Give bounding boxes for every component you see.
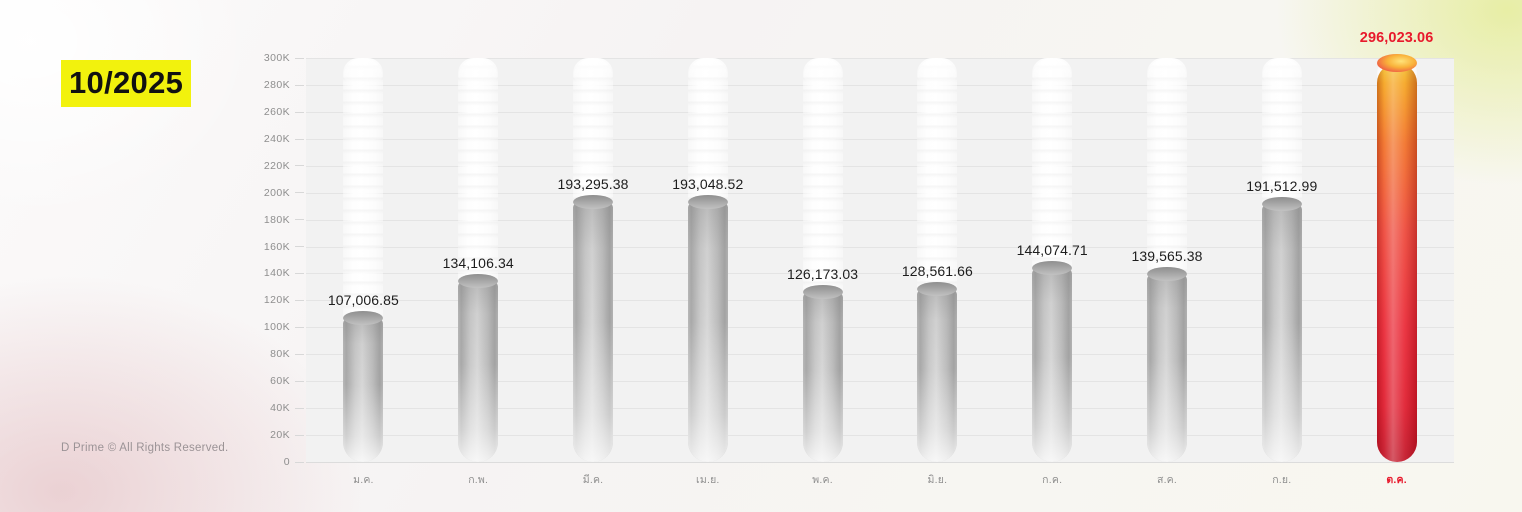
period-badge: 10/2025 bbox=[61, 60, 192, 107]
y-axis-tick-label: 180K bbox=[264, 214, 304, 226]
bar-value-label: 144,074.71 bbox=[1016, 241, 1088, 258]
bar-slot[interactable] bbox=[1339, 54, 1454, 462]
bar-slot[interactable] bbox=[1224, 58, 1339, 462]
bar-highlight[interactable] bbox=[1376, 54, 1417, 462]
y-axis-tick-label: 20K bbox=[270, 429, 304, 441]
y-axis-tick-label: 160K bbox=[264, 241, 304, 253]
bar-cap bbox=[1032, 260, 1073, 275]
bar[interactable] bbox=[343, 310, 384, 462]
bar-chart: 300K 280K 260K 240K 220K 200K 180K 160K 140K 120K… bbox=[261, 8, 1461, 504]
y-axis-tick-label: 300K bbox=[264, 52, 304, 64]
bar[interactable] bbox=[572, 194, 613, 462]
bar-shading bbox=[572, 201, 613, 462]
bar-value-label: 128,561.66 bbox=[901, 262, 973, 279]
bar-shading bbox=[1376, 63, 1417, 462]
bar-shading bbox=[687, 202, 728, 462]
bar-value-label: 107,006.85 bbox=[327, 291, 399, 308]
y-axis-tick-label: 40K bbox=[270, 402, 304, 414]
y-axis-tick-label: 120K bbox=[264, 294, 304, 306]
bar-cap bbox=[1146, 267, 1187, 282]
bar-value-label: 134,106.34 bbox=[442, 255, 514, 272]
bar-slot[interactable] bbox=[536, 58, 651, 462]
x-axis-tick-label: เม.ย. bbox=[696, 474, 720, 486]
bar-value-label: 191,512.99 bbox=[1246, 178, 1318, 195]
bar-shading bbox=[1032, 267, 1073, 462]
bar-value-label-highlight: 296,023.06 bbox=[1359, 30, 1434, 46]
bar-cap bbox=[687, 195, 728, 210]
bar[interactable] bbox=[802, 285, 843, 462]
bar-shading bbox=[802, 292, 843, 462]
bar-slot[interactable] bbox=[1110, 58, 1225, 462]
y-axis-tick-label: 0 bbox=[284, 456, 304, 468]
bar-value-label: 193,048.52 bbox=[672, 176, 744, 193]
bar[interactable] bbox=[1261, 197, 1302, 462]
bar-shading bbox=[917, 288, 958, 462]
bar[interactable] bbox=[458, 274, 499, 462]
x-axis-tick-label: ต.ค. bbox=[1386, 474, 1407, 486]
x-axis-tick-label: ก.ย. bbox=[1272, 474, 1292, 486]
bar-cap bbox=[1376, 54, 1417, 73]
bar[interactable] bbox=[687, 195, 728, 462]
x-axis-tick-label: ม.ค. bbox=[353, 474, 374, 486]
bar-cap bbox=[572, 194, 613, 209]
y-axis-tick-label: 200K bbox=[264, 187, 304, 199]
plot-area: 107,006.85 134,106.34 193,295.38 193,048.52… bbox=[306, 30, 1454, 463]
x-axis-tick-label: มิ.ย. bbox=[927, 474, 948, 486]
bar-shading bbox=[1146, 274, 1187, 462]
gridline bbox=[306, 462, 1454, 463]
bar-cap bbox=[1261, 197, 1302, 212]
bar-cap bbox=[458, 274, 499, 289]
bar-value-label: 139,565.38 bbox=[1131, 248, 1203, 265]
bar[interactable] bbox=[1032, 260, 1073, 462]
bar-slot[interactable] bbox=[650, 58, 765, 462]
y-axis-tick-label: 280K bbox=[264, 79, 304, 91]
footer-copyright: D Prime © All Rights Reserved. bbox=[61, 442, 229, 454]
x-axis-ticks: ม.ค. ก.พ. มี.ค. เม.ย. พ.ค. มิ.ย. ก.ค. ส.ค. ก.ย. ต… bbox=[306, 471, 1454, 495]
x-axis-tick-label: พ.ค. bbox=[812, 474, 833, 486]
y-axis-tick-label: 100K bbox=[264, 321, 304, 333]
bar-slot[interactable] bbox=[765, 58, 880, 462]
y-axis-tick-label: 260K bbox=[264, 106, 304, 118]
bar-cap bbox=[343, 310, 384, 325]
period-title: 10/2025 bbox=[61, 60, 192, 107]
bar-slot[interactable] bbox=[995, 58, 1110, 462]
y-axis-ticks: 300K 280K 260K 240K 220K 200K 180K 160K 140K 120K… bbox=[261, 52, 304, 468]
bar-value-label: 126,173.03 bbox=[787, 266, 859, 283]
x-axis-tick-label: มี.ค. bbox=[582, 474, 604, 486]
y-axis-tick-label: 80K bbox=[270, 348, 304, 360]
bar-slot[interactable] bbox=[880, 58, 995, 462]
y-axis-tick-label: 140K bbox=[264, 267, 304, 279]
bar-slot[interactable] bbox=[306, 58, 421, 462]
bar-shading bbox=[458, 281, 499, 462]
y-axis-tick-label: 240K bbox=[264, 133, 304, 145]
bar-value-label: 193,295.38 bbox=[557, 175, 629, 192]
x-axis-tick-label: ก.ค. bbox=[1042, 474, 1063, 486]
bar-slot[interactable] bbox=[421, 58, 536, 462]
x-axis-tick-label: ส.ค. bbox=[1156, 474, 1178, 486]
y-axis-tick-label: 220K bbox=[264, 160, 304, 172]
y-axis-tick-label: 60K bbox=[270, 375, 304, 387]
bar-cap bbox=[917, 281, 958, 296]
bar-shading bbox=[343, 317, 384, 462]
bar-shading bbox=[1261, 204, 1302, 462]
bar-series: 107,006.85 134,106.34 193,295.38 193,048.52… bbox=[306, 30, 1454, 462]
bar-cap bbox=[802, 285, 843, 300]
bar[interactable] bbox=[1146, 267, 1187, 462]
bar[interactable] bbox=[917, 281, 958, 462]
x-axis-tick-label: ก.พ. bbox=[468, 474, 489, 486]
